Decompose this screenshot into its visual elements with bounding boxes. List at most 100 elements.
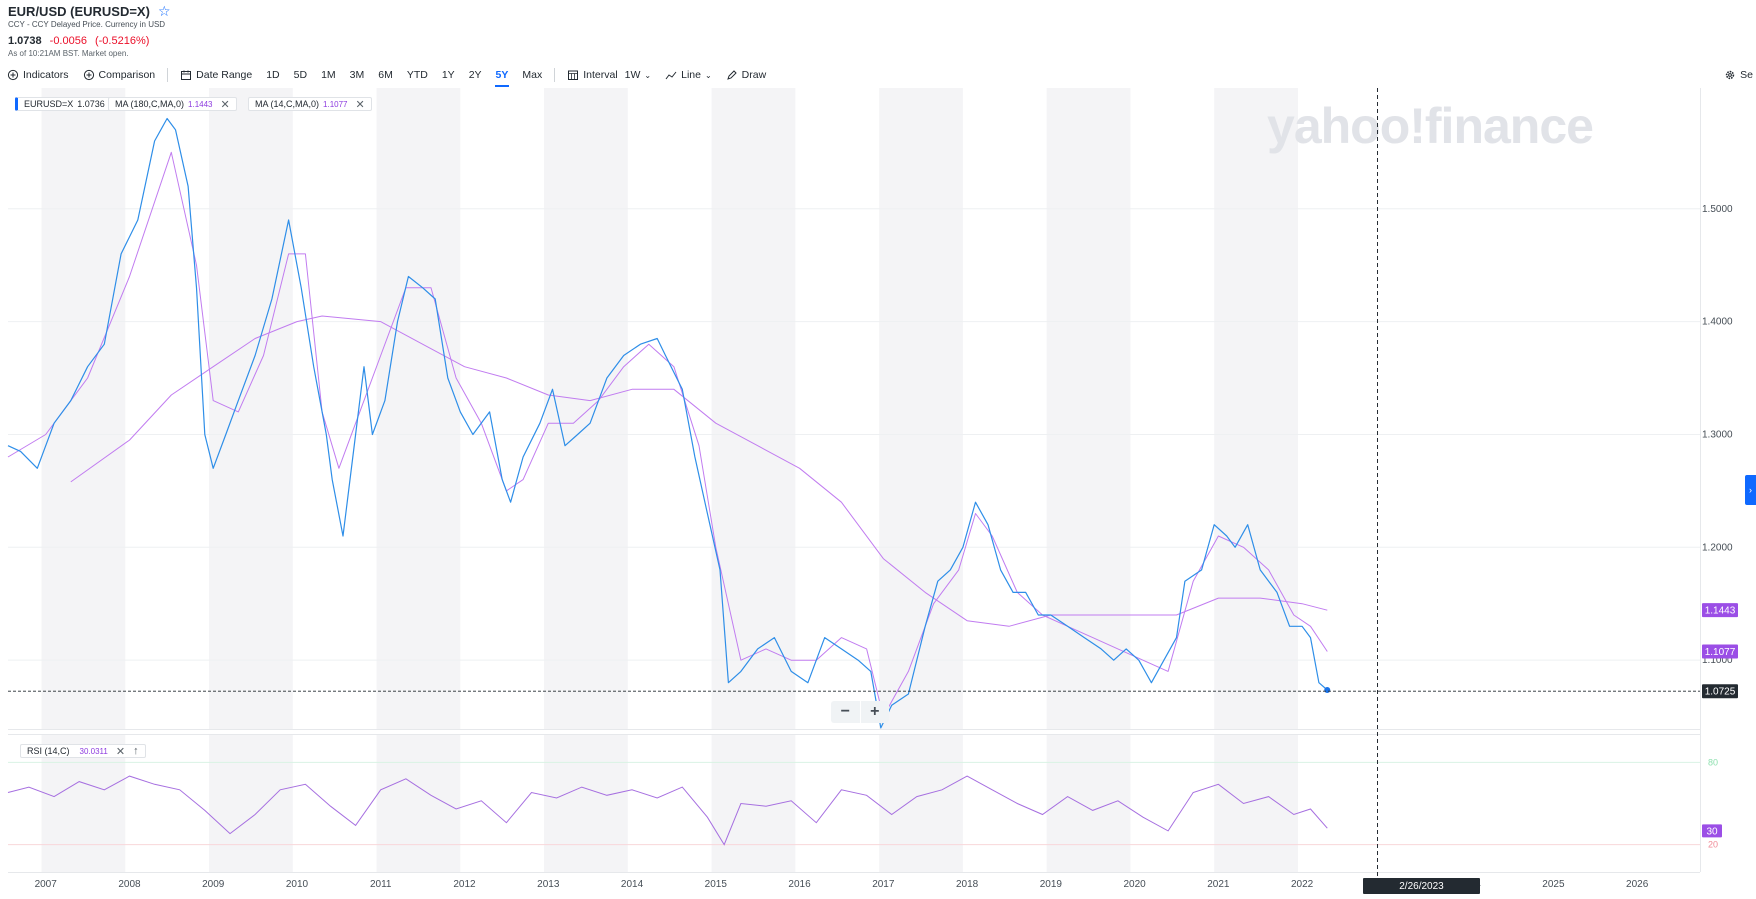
date-range-button[interactable]: Date Range [173,64,259,86]
interval-value: 1W [624,69,641,81]
x-tick-label: 2014 [621,879,644,890]
ma14-value-tag-bg [1702,644,1738,659]
y-tick-label: 1.2000 [1702,542,1733,553]
series-tag-value: 1.1443 [188,99,213,109]
x-tick-label: 2010 [286,879,309,890]
comparison-button[interactable]: Comparison [76,64,163,86]
series-tag-label: RSI (14,C) [27,746,70,756]
range-1y[interactable]: 1Y [441,69,455,81]
arrow-up-icon[interactable]: ↑ [133,745,139,757]
range-3m[interactable]: 3M [349,69,365,81]
x-tick-label: 2009 [202,879,225,890]
chart-overlay [8,88,1700,894]
range-ytd[interactable]: YTD [406,69,428,81]
current-price: 1.0738 [8,35,42,47]
price-change-percent: (-0.5216%) [94,35,150,47]
series-tag-value: 1.0736 [77,99,105,109]
ma14-value-tag: 1.1077 [1705,647,1736,658]
expand-panel-button[interactable]: › [1745,475,1756,505]
rsi-line [7,775,1328,846]
draw-button[interactable]: Draw [719,64,774,86]
x-tick-label: 2021 [1207,879,1230,890]
year-bands [41,88,1298,872]
x-tick-label: 2013 [537,879,560,890]
chevron-down-icon: ⌄ [704,70,712,80]
range-5d[interactable]: 5D [293,69,308,81]
ma180-line [70,315,1328,627]
x-tick-label: 2025 [1542,879,1565,890]
x-tick-label: 2007 [35,879,58,890]
chart-grid [8,88,1701,873]
year-band [879,735,963,872]
date-range-label: Date Range [196,69,253,81]
close-icon[interactable]: ✕ [115,745,126,758]
series-tag-value: 1.1077 [323,99,348,109]
watchlist-star-icon[interactable]: ☆ [157,2,171,19]
rsi-value-tag: 30 [1706,826,1718,837]
series-tag-rsi[interactable]: RSI (14,C) 30.0311 ✕ ↑ [20,744,146,758]
x-tick-label: 2008 [118,879,141,890]
toolbar-divider [554,68,556,82]
series-tag-ma180[interactable]: MA (180,C,MA,0) 1.1443 ✕ [108,97,237,111]
price-change: -0.0056 [49,35,87,47]
comparison-label: Comparison [98,69,156,81]
x-tick-label: 2016 [788,879,811,890]
x-tick-label: 2017 [872,879,895,890]
year-band [1046,735,1131,872]
rsi-level-label: 20 [1708,840,1718,850]
x-tick-label: 2015 [705,879,728,890]
price-line [7,117,1328,729]
range-5y[interactable]: 5Y [489,64,516,87]
chart-toolbar: Indicators Comparison Date Range 1D 5D 1… [0,64,1756,87]
range-1d[interactable]: 1D [266,69,280,81]
chart-series [7,117,1331,846]
rsi-value-tag-bg [1702,824,1722,838]
chevron-down-icon: ⌄ [644,70,652,80]
last-price-tag: 1.0725 [1705,687,1736,698]
ma14-line [7,151,1328,718]
chevron-right-icon: › [1749,485,1752,495]
series-tag-eurusd[interactable]: EURUSD=X 1.0736 [15,97,112,111]
year-band [544,88,628,729]
indicators-label: Indicators [23,69,69,81]
year-band [711,88,796,729]
x-tick-label: 2026 [1626,879,1649,890]
chart-type-label: Line [681,69,701,81]
interval-button[interactable]: Interval 1W ⌄ [560,64,658,86]
close-icon[interactable]: ✕ [355,98,365,111]
year-band [209,735,293,872]
quote-title-row: EUR/USD (EURUSD=X) ☆ [8,3,171,19]
year-band [1046,88,1131,729]
year-band [711,735,796,872]
plus-circle-icon [7,69,19,81]
range-6m[interactable]: 6M [378,69,393,81]
x-tick-label: 2022 [1291,879,1314,890]
y-tick-label: 1.1000 [1702,655,1733,666]
ma180-value-tag-bg [1702,603,1738,618]
x-tick-label: 2012 [453,879,476,890]
settings-label: Se [1740,69,1753,81]
plus-circle-icon [83,69,94,81]
zoom-out-button[interactable]: − [840,703,850,720]
calendar-icon [181,70,192,80]
y-tick-label: 1.5000 [1702,204,1733,215]
range-2y[interactable]: 2Y [468,69,482,81]
chart-type-button[interactable]: Line ⌄ [658,64,719,86]
close-icon[interactable]: ✕ [220,98,230,111]
range-1m[interactable]: 1M [321,69,336,81]
year-band [1214,88,1298,729]
year-band [376,88,461,729]
market-status: As of 10:21AM BST. Market open. [8,49,129,58]
series-tag-ma14[interactable]: MA (14,C,MA,0) 1.1077 ✕ [248,97,372,111]
indicators-button[interactable]: Indicators [0,64,76,86]
last-price-tag-bg [1702,684,1738,699]
series-tag-label: EURUSD=X [24,99,74,109]
zoom-in-button[interactable]: + [859,701,890,723]
range-max[interactable]: Max [522,69,543,81]
year-band [879,88,963,729]
page-title: EUR/USD (EURUSD=X) [8,3,150,19]
settings-button[interactable]: Se [1717,64,1756,86]
quote-header: EUR/USD (EURUSD=X) ☆ CCY - CCY Delayed P… [8,3,171,59]
x-tick-label: 2020 [1123,879,1146,890]
